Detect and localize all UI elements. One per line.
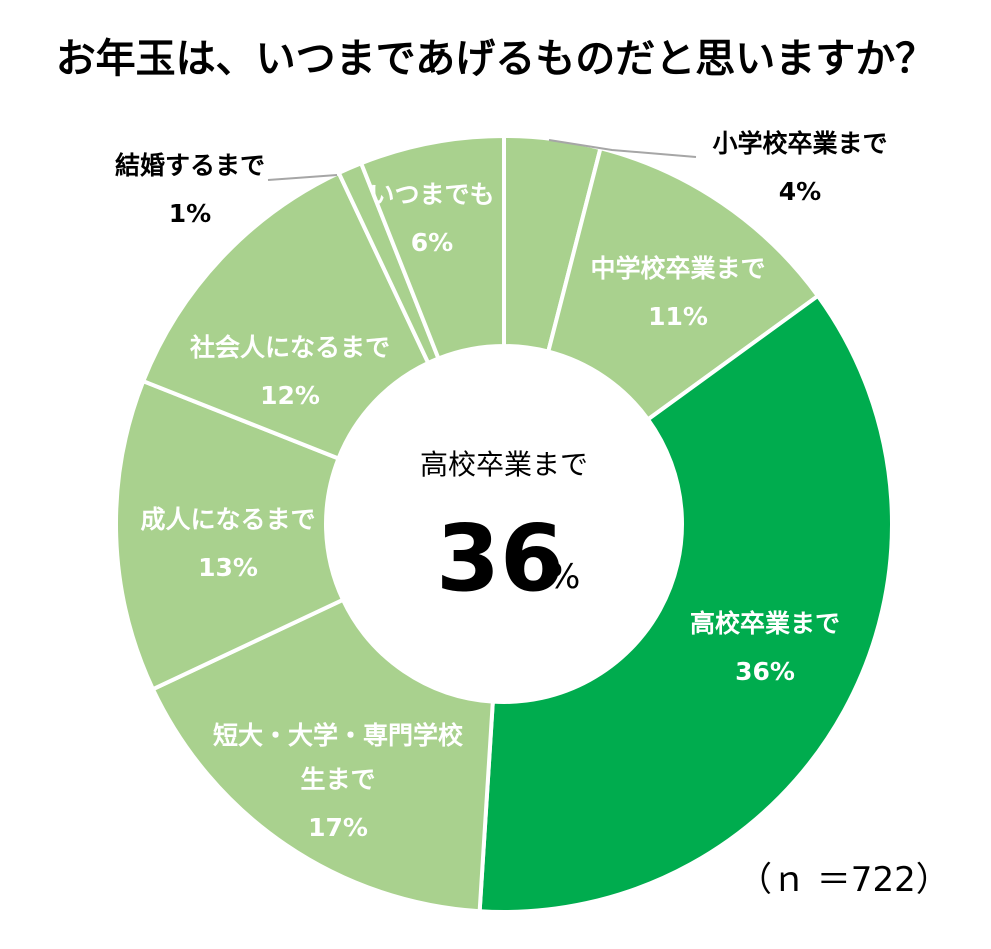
slice-label-junior-high: 中学校卒業まで	[590, 254, 765, 283]
slice-label-college: 短大・大学・専門学校	[213, 721, 464, 750]
slice-forever	[358, 133, 506, 362]
sample-size-note: （ｎ ＝722）	[738, 860, 950, 900]
slice-junior-high	[545, 145, 821, 423]
leader-line-marriage	[267, 174, 338, 181]
slice-college	[150, 597, 495, 914]
slice-label-college: 生まで	[300, 765, 375, 794]
slice-high-school	[477, 293, 894, 914]
slice-label-forever: いつまでも	[369, 180, 494, 209]
slice-label-high-school: 高校卒業まで	[690, 609, 840, 638]
slice-working	[140, 170, 431, 462]
slice-label-elementary: 小学校卒業まで	[712, 129, 887, 158]
chart-title: お年玉は、いつまであげるものだと思いますか？	[55, 36, 936, 82]
slice-value-junior-high: 11%	[648, 302, 708, 331]
slice-adult	[114, 378, 346, 692]
slice-label-working: 社会人になるまで	[190, 333, 390, 362]
slice-value-adult: 13%	[198, 553, 258, 582]
center-unit: %	[548, 557, 580, 597]
slice-value-elementary: 4%	[779, 177, 821, 206]
slice-value-college: 17%	[308, 813, 368, 842]
slice-label-marriage: 結婚するまで	[115, 151, 265, 180]
leader-line-elementary	[548, 139, 697, 158]
slice-value-working: 12%	[260, 381, 320, 410]
slice-value-high-school: 36%	[735, 657, 795, 686]
center-value: 36	[436, 505, 564, 612]
center-label: 高校卒業まで	[420, 448, 588, 481]
slice-value-forever: 6%	[411, 228, 453, 257]
slice-label-adult: 成人になるまで	[140, 505, 315, 534]
slice-value-marriage: 1%	[169, 199, 211, 228]
